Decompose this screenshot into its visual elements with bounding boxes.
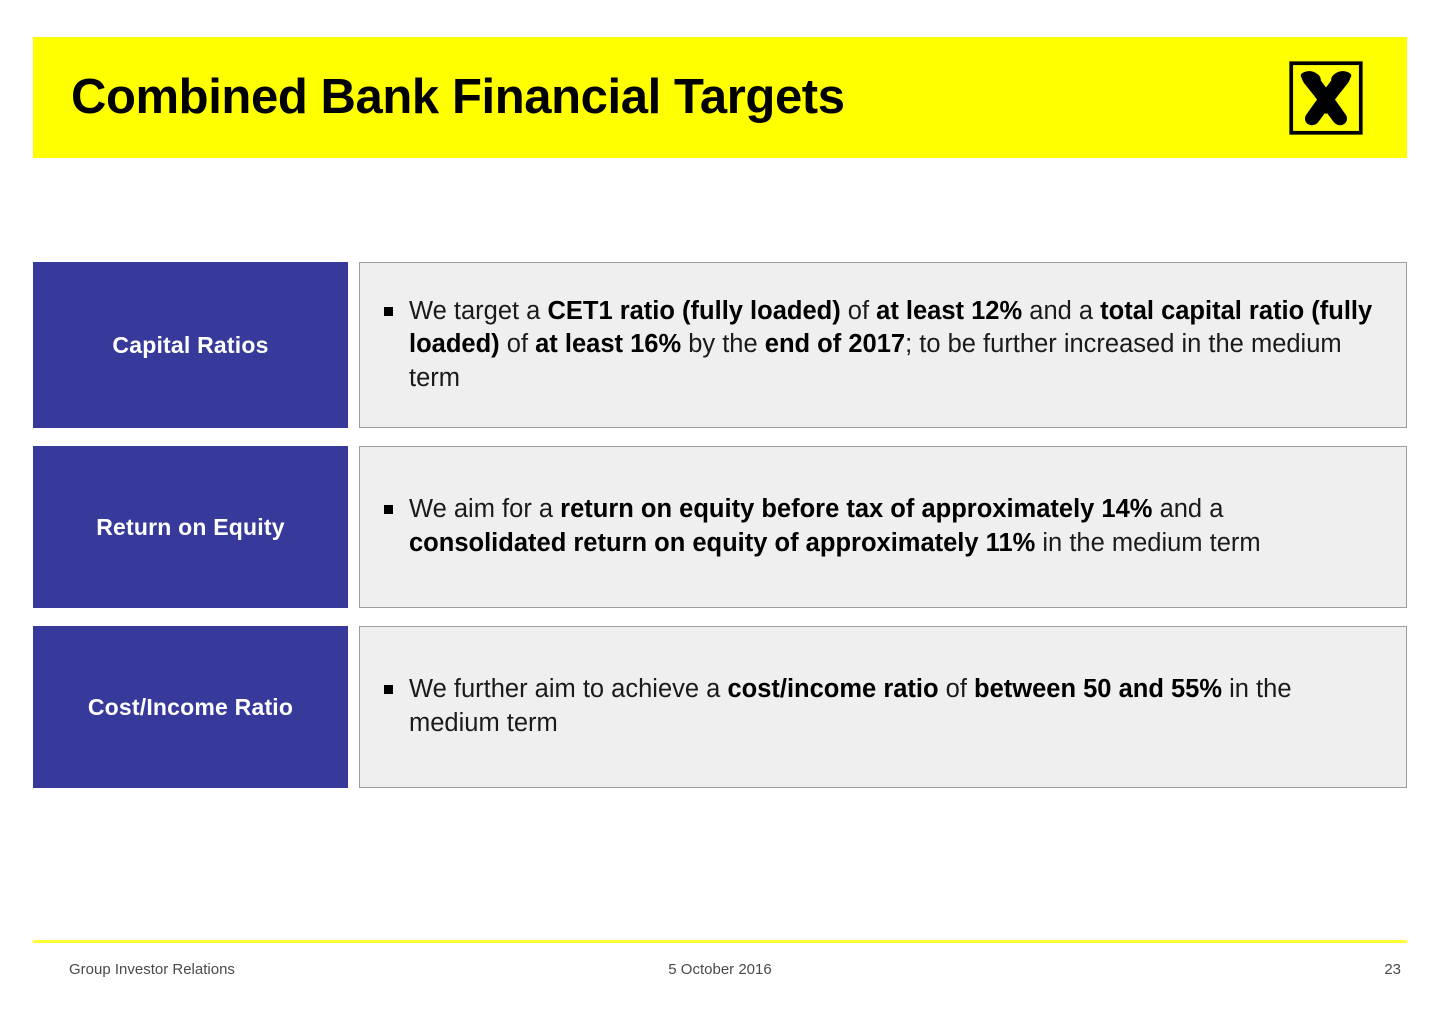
row-label-return-on-equity: Return on Equity — [33, 446, 348, 608]
page-number: 23 — [1384, 960, 1401, 978]
square-bullet-icon — [384, 505, 393, 515]
bullet-item: We target a CET1 ratio (fully loaded) of… — [384, 295, 1384, 396]
raiffeisen-gable-cross-icon — [1289, 59, 1363, 137]
targets-table: Capital Ratios We target a CET1 ratio (f… — [33, 262, 1407, 788]
footer-department: Group Investor Relations — [69, 960, 235, 978]
table-row: Cost/Income Ratio We further aim to achi… — [33, 626, 1407, 788]
slide-header-band: Combined Bank Financial Targets — [33, 37, 1407, 158]
bullet-item: We further aim to achieve a cost/income … — [384, 673, 1384, 740]
table-row: Return on Equity We aim for a return on … — [33, 446, 1407, 608]
bullet-item: We aim for a return on equity before tax… — [384, 493, 1384, 560]
row-body-capital-ratios: We target a CET1 ratio (fully loaded) of… — [359, 262, 1407, 428]
bullet-text: We target a CET1 ratio (fully loaded) of… — [409, 296, 1373, 392]
square-bullet-icon — [384, 685, 393, 695]
footer-date: 5 October 2016 — [668, 960, 772, 978]
slide-footer: Group Investor Relations 5 October 2016 … — [33, 956, 1407, 982]
row-body-cost-income-ratio: We further aim to achieve a cost/income … — [359, 626, 1407, 788]
row-body-return-on-equity: We aim for a return on equity before tax… — [359, 446, 1407, 608]
square-bullet-icon — [384, 306, 393, 316]
row-label-text: Capital Ratios — [112, 331, 269, 358]
row-label-capital-ratios: Capital Ratios — [33, 262, 348, 428]
bullet-text: We further aim to achieve a cost/income … — [409, 675, 1292, 737]
row-label-text: Return on Equity — [96, 513, 285, 540]
row-label-text: Cost/Income Ratio — [87, 693, 294, 720]
footer-divider — [33, 940, 1407, 943]
row-label-cost-income-ratio: Cost/Income Ratio — [33, 626, 348, 788]
page-title: Combined Bank Financial Targets — [71, 69, 845, 124]
bullet-text: We aim for a return on equity before tax… — [409, 495, 1261, 557]
table-row: Capital Ratios We target a CET1 ratio (f… — [33, 262, 1407, 428]
